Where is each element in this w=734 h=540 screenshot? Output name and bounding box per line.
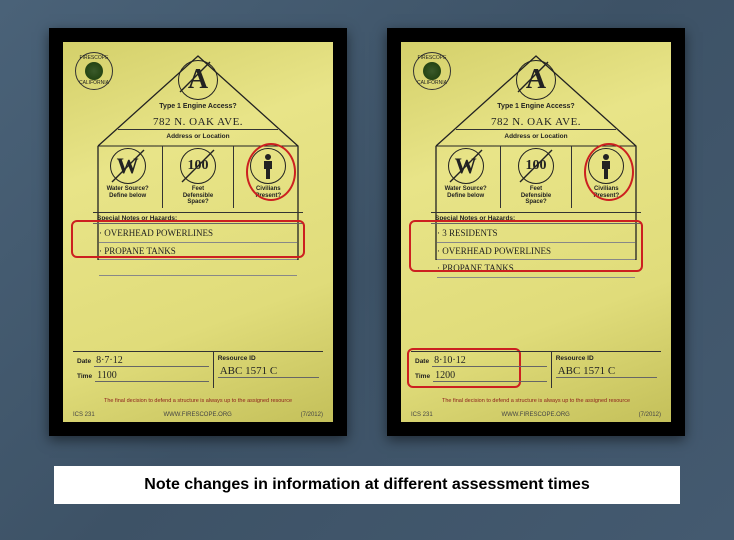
civilians-box: Civilians Present? xyxy=(572,146,641,208)
civilians-box: Civilians Present? xyxy=(234,146,303,208)
note-line: · OVERHEAD POWERLINES xyxy=(99,227,297,243)
footer-disclaimer: The final decision to defend a structure… xyxy=(77,398,320,404)
space-symbol: 100 xyxy=(518,148,554,184)
time-value: 1100 xyxy=(95,370,209,382)
space-box: 100 Feet Defensible Space? xyxy=(501,146,571,208)
bottom-section: Date8·10·12 Time1200 Resource ID ABC 157… xyxy=(411,351,661,388)
resource-value: ABC 1571 C xyxy=(556,365,657,378)
footer-url: WWW.FIRESCOPE.ORG xyxy=(163,412,231,418)
person-icon xyxy=(260,153,276,179)
type1-label: Type 1 Engine Access? xyxy=(497,103,574,110)
resource-label: Resource ID xyxy=(218,355,256,362)
water-symbol: W xyxy=(448,148,484,184)
address-value: 782 N. OAK AVE. xyxy=(118,116,278,130)
photo-frame-0: FIRESCOPE CALIFORNIA A Type 1 Engine Acc… xyxy=(49,28,347,436)
note-line: · PROPANE TANKS xyxy=(437,262,635,278)
notes-header: Special Notes or Hazards: xyxy=(93,213,303,224)
revision: (7/2012) xyxy=(639,412,661,418)
assessment-card-1: FIRESCOPE CALIFORNIA A Type 1 Engine Acc… xyxy=(401,42,671,422)
footer-row: ICS 231 WWW.FIRESCOPE.ORG (7/2012) xyxy=(73,412,323,418)
footer-disclaimer: The final decision to defend a structure… xyxy=(415,398,658,404)
note-line xyxy=(99,262,297,276)
water-box: W Water Source? Define below xyxy=(431,146,501,208)
notes-lines: · 3 RESIDENTS · OVERHEAD POWERLINES· PROP… xyxy=(431,224,641,283)
address-value: 782 N. OAK AVE. xyxy=(456,116,616,130)
water-symbol: W xyxy=(110,148,146,184)
caption: Note changes in information at different… xyxy=(54,466,680,504)
resource-label: Resource ID xyxy=(556,355,594,362)
ics-number: ICS 231 xyxy=(411,412,433,418)
space-symbol: 100 xyxy=(180,148,216,184)
assessment-card-0: FIRESCOPE CALIFORNIA A Type 1 Engine Acc… xyxy=(63,42,333,422)
symbol-row: W Water Source? Define below 100 Feet De… xyxy=(93,146,303,208)
resource-value: ABC 1571 C xyxy=(218,365,319,378)
time-label: Time xyxy=(77,373,92,380)
date-label: Date xyxy=(415,358,429,365)
symbol-row: W Water Source? Define below 100 Feet De… xyxy=(431,146,641,208)
house-outline: A Type 1 Engine Access? 782 N. OAK AVE. … xyxy=(431,50,641,260)
civilians-symbol xyxy=(250,148,286,184)
type1-label: Type 1 Engine Access? xyxy=(159,103,236,110)
person-icon xyxy=(598,153,614,179)
note-line: · PROPANE TANKS xyxy=(99,245,297,261)
notes-lines: · OVERHEAD POWERLINES · PROPANE TANKS xyxy=(93,224,303,281)
time-value: 1200 xyxy=(433,370,547,382)
date-label: Date xyxy=(77,358,91,365)
access-symbol: A xyxy=(178,60,218,100)
address-label: Address or Location xyxy=(166,133,229,140)
space-box: 100 Feet Defensible Space? xyxy=(163,146,233,208)
notes-header: Special Notes or Hazards: xyxy=(431,213,641,224)
photo-frame-1: FIRESCOPE CALIFORNIA A Type 1 Engine Acc… xyxy=(387,28,685,436)
footer-row: ICS 231 WWW.FIRESCOPE.ORG (7/2012) xyxy=(411,412,661,418)
revision: (7/2012) xyxy=(301,412,323,418)
access-symbol: A xyxy=(516,60,556,100)
date-value: 8·10·12 xyxy=(432,355,547,367)
address-label: Address or Location xyxy=(504,133,567,140)
date-value: 8·7·12 xyxy=(94,355,209,367)
notes-section: Special Notes or Hazards: · 3 RESIDENTS·… xyxy=(431,212,641,283)
footer-url: WWW.FIRESCOPE.ORG xyxy=(501,412,569,418)
time-label: Time xyxy=(415,373,430,380)
cards-row: FIRESCOPE CALIFORNIA A Type 1 Engine Acc… xyxy=(0,0,734,436)
note-line: · 3 RESIDENTS xyxy=(437,227,635,243)
civilians-symbol xyxy=(588,148,624,184)
water-box: W Water Source? Define below xyxy=(93,146,163,208)
bottom-section: Date8·7·12 Time1100 Resource ID ABC 1571… xyxy=(73,351,323,388)
house-outline: A Type 1 Engine Access? 782 N. OAK AVE. … xyxy=(93,50,303,260)
note-line: · OVERHEAD POWERLINES xyxy=(437,245,635,261)
ics-number: ICS 231 xyxy=(73,412,95,418)
notes-section: Special Notes or Hazards: · OVERHEAD POW… xyxy=(93,212,303,281)
